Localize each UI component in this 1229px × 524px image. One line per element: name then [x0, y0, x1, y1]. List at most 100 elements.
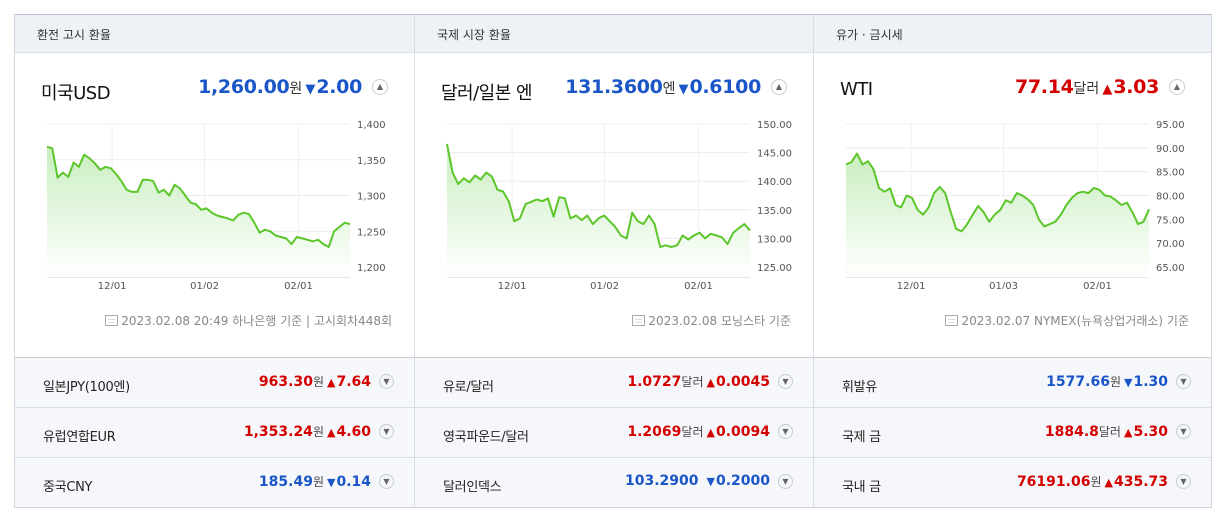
- y-tick-label: 1,250: [357, 227, 386, 238]
- quote-row[interactable]: 달러인덱스 103.2900 ▼ 0.2000 ▼: [415, 457, 813, 507]
- arrow-up-icon: ▲: [326, 376, 336, 389]
- source-text: 2023.02.08 모닝스타 기준: [648, 314, 791, 328]
- quote-list: 유로/달러 1.0727 달러 ▲ 0.0045 ▼ 영국파운드/달러 1.2069 달러…: [415, 357, 813, 507]
- quote-value: 963.30: [258, 374, 313, 390]
- international-rate-chart: 150.00 145.00 140.00 135.00 130.00 125.00 12/0…: [446, 120, 792, 289]
- quote-value: 185.49: [258, 474, 313, 490]
- series-area: [47, 146, 350, 277]
- quote-value: 1577.66: [1046, 374, 1110, 390]
- quote-change: 0.0045: [715, 374, 770, 390]
- y-tick-label: 1,300: [357, 192, 386, 203]
- quote-row[interactable]: 중국CNY 185.49 원 ▼ 0.14 ▼: [15, 457, 414, 507]
- series-line: [845, 152, 1150, 233]
- main-quote-change: 3.03: [1113, 76, 1159, 98]
- main-quote: 미국USD 1,260.00 원 ▼ 2.00 ▲ 1,400 1,350 1,30…: [15, 53, 414, 357]
- x-tick-label: 12/01: [98, 281, 127, 289]
- arrow-down-icon: ▼: [706, 475, 715, 488]
- chevron-up-icon[interactable]: ▲: [771, 79, 787, 95]
- quote-name: 휘발유: [842, 380, 877, 395]
- column-oil-gold: 유가 · 금시세 WTI 77.14 달러 ▲ 3.03 ▲ 95.00 90.0…: [813, 15, 1211, 507]
- exchange-rate-widget: 환전 고시 환율 미국USD 1,260.00 원 ▼ 2.00 ▲ 1,400…: [14, 14, 1212, 508]
- tab-oil-gold[interactable]: 유가 · 금시세: [814, 15, 1211, 53]
- source-note: 2023.02.07 NYMEX(뉴욕상업거래소) 기준: [945, 312, 1189, 329]
- quote-name: 유럽연합EUR: [43, 430, 116, 445]
- arrow-down-icon: ▼: [305, 82, 316, 97]
- main-quote-unit: 달러: [1073, 81, 1100, 97]
- main-quote-name[interactable]: 달러/일본 엔: [441, 83, 533, 104]
- tab-exchange-rate[interactable]: 환전 고시 환율: [15, 15, 414, 53]
- quote-name: 일본JPY(100엔): [43, 380, 130, 395]
- y-tick-label: 140.00: [757, 177, 792, 188]
- tab-international-rate[interactable]: 국제 시장 환율: [415, 15, 813, 53]
- y-tick-label: 70.00: [1156, 239, 1185, 250]
- column-exchange-rate: 환전 고시 환율 미국USD 1,260.00 원 ▼ 2.00 ▲ 1,400…: [15, 15, 414, 507]
- exchange-rate-chart: 1,400 1,350 1,300 1,250 1,200 12/01 01/02 02/01: [46, 120, 386, 289]
- quote-change: 1.30: [1133, 374, 1168, 390]
- arrow-up-icon: ▲: [706, 426, 715, 439]
- main-quote-name[interactable]: WTI: [840, 79, 873, 100]
- quote-change: 0.0094: [715, 424, 770, 440]
- quote-value: 103.2900: [624, 473, 699, 489]
- chevron-up-icon[interactable]: ▲: [372, 79, 388, 95]
- chevron-down-icon[interactable]: ▼: [1176, 374, 1191, 389]
- x-tick-label: 01/03: [989, 281, 1018, 289]
- x-tick-label: 02/01: [684, 281, 713, 289]
- quote-unit: 원: [1109, 375, 1121, 389]
- main-quote-unit: 원: [289, 81, 303, 97]
- quote-row[interactable]: 국제 금 1884.8 달러 ▲ 5.30 ▼: [814, 407, 1211, 457]
- main-quote-name[interactable]: 미국USD: [41, 83, 111, 104]
- quote-change: 0.14: [336, 474, 371, 490]
- quote-row[interactable]: 유로/달러 1.0727 달러 ▲ 0.0045 ▼: [415, 357, 813, 407]
- quote-unit: 달러: [681, 375, 704, 389]
- y-tick-label: 95.00: [1156, 120, 1185, 131]
- chevron-down-icon[interactable]: ▼: [778, 374, 793, 389]
- main-quote-price: 131.3600 엔 ▼ 0.6100 ▲: [565, 76, 787, 98]
- arrow-up-icon: ▲: [1123, 426, 1133, 439]
- quote-unit: 원: [312, 425, 324, 439]
- arrow-up-icon: ▲: [1104, 476, 1113, 489]
- quote-name: 국내 금: [842, 480, 881, 495]
- document-icon: [105, 315, 119, 326]
- quote-row[interactable]: 휘발유 1577.66 원 ▼ 1.30 ▼: [814, 357, 1211, 407]
- quote-unit: 원: [1090, 475, 1102, 489]
- y-tick-label: 65.00: [1156, 263, 1185, 274]
- quote-row[interactable]: 국내 금 76191.06 원 ▲ 435.73 ▼: [814, 457, 1211, 507]
- oil-price-chart: 95.00 90.00 85.00 80.00 75.00 70.00 65.00 12/01…: [845, 120, 1185, 289]
- document-icon: [632, 315, 646, 326]
- quote-unit: 달러: [1098, 425, 1121, 439]
- source-note: 2023.02.08 모닝스타 기준: [632, 312, 791, 329]
- chevron-down-icon[interactable]: ▼: [778, 424, 793, 439]
- y-tick-label: 125.00: [757, 263, 792, 274]
- y-tick-label: 145.00: [757, 149, 792, 160]
- series-area: [447, 144, 750, 277]
- source-note: 2023.02.08 20:49 하나은행 기준 | 고시회차448회: [105, 312, 392, 329]
- quote-unit: 원: [312, 375, 324, 389]
- quote-name: 국제 금: [842, 430, 881, 445]
- chevron-down-icon[interactable]: ▼: [379, 374, 394, 389]
- x-tick-label: 01/02: [190, 281, 219, 289]
- y-tick-label: 75.00: [1156, 215, 1185, 226]
- quote-change: 0.2000: [715, 473, 770, 489]
- source-text: 2023.02.08 20:49 하나은행 기준 | 고시회차448회: [121, 314, 392, 328]
- quote-value: 1,353.24: [243, 424, 313, 440]
- series-line: [46, 145, 351, 248]
- chevron-up-icon[interactable]: ▲: [1169, 79, 1185, 95]
- quote-row[interactable]: 일본JPY(100엔) 963.30 원 ▲ 7.64 ▼: [15, 357, 414, 407]
- quote-unit: 달러: [681, 425, 704, 439]
- x-tick-label: 01/02: [590, 281, 619, 289]
- series-area: [846, 153, 1149, 277]
- chevron-down-icon[interactable]: ▼: [379, 424, 394, 439]
- y-tick-label: 85.00: [1156, 168, 1185, 179]
- chevron-down-icon[interactable]: ▼: [379, 474, 394, 489]
- chevron-down-icon[interactable]: ▼: [778, 473, 793, 489]
- main-quote-value: 1,260.00: [198, 76, 290, 98]
- quote-change: 4.60: [336, 424, 371, 440]
- chevron-down-icon[interactable]: ▼: [1176, 424, 1191, 439]
- quote-row[interactable]: 영국파운드/달러 1.2069 달러 ▲ 0.0094 ▼: [415, 407, 813, 457]
- y-tick-label: 135.00: [757, 206, 792, 217]
- main-quote: WTI 77.14 달러 ▲ 3.03 ▲ 95.00 90.00 85.00 80.…: [814, 53, 1211, 357]
- arrow-down-icon: ▼: [1123, 376, 1133, 389]
- quote-row[interactable]: 유럽연합EUR 1,353.24 원 ▲ 4.60 ▼: [15, 407, 414, 457]
- chevron-down-icon[interactable]: ▼: [1176, 474, 1191, 489]
- main-quote-value: 77.14: [1014, 76, 1074, 98]
